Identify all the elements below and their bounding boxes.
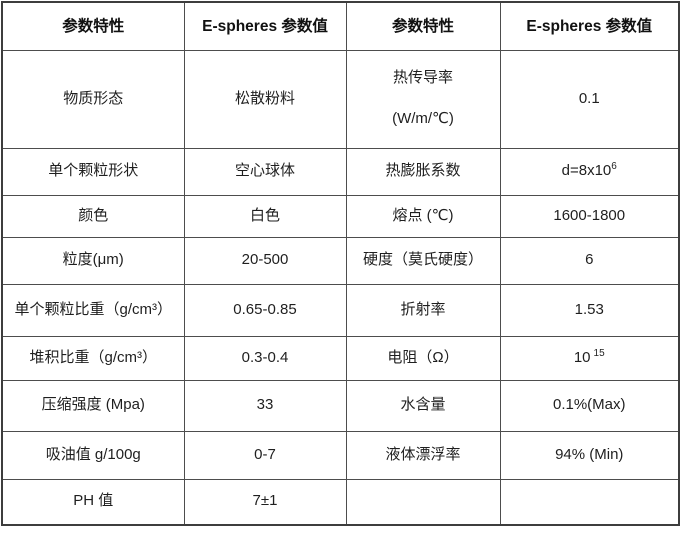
table-row: 单个颗粒比重（g/cm³） 0.65-0.85 折射率 1.53 bbox=[1, 283, 680, 337]
value-superscript: 15 bbox=[593, 347, 605, 359]
param-label-cell: 热膨胀系数 bbox=[345, 147, 501, 196]
header-row: 参数特性 E-spheres 参数值 参数特性 E-spheres 参数值 bbox=[1, 1, 680, 51]
header-cell-param-value-left: E-spheres 参数值 bbox=[183, 1, 347, 51]
parameters-table: 参数特性 E-spheres 参数值 参数特性 E-spheres 参数值 物质… bbox=[1, 1, 680, 526]
param-label-cell: 压缩强度 (Mpa) bbox=[1, 379, 185, 432]
param-value-cell: 33 bbox=[183, 379, 347, 432]
param-value-cell: 0.1%(Max) bbox=[499, 379, 680, 432]
param-label-unit-line: (W/m/℃) bbox=[392, 110, 454, 127]
param-label-cell: 物质形态 bbox=[1, 49, 185, 149]
param-label-cell: 粒度(μm) bbox=[1, 236, 185, 285]
param-label-cell: 热传导率 (W/m/℃) bbox=[345, 49, 501, 149]
param-value-cell bbox=[499, 478, 680, 526]
param-label-cell: PH 值 bbox=[1, 478, 185, 526]
param-value-cell: 10 15 bbox=[499, 335, 680, 381]
param-value-cell: 1600-1800 bbox=[499, 194, 680, 238]
value-base: d=8x10 bbox=[561, 162, 612, 180]
table-row: 颜色 白色 熔点 (℃) 1600-1800 bbox=[1, 194, 680, 238]
param-value-cell: d=8x106 bbox=[499, 147, 680, 196]
param-value-cell: 0.1 bbox=[499, 49, 680, 149]
param-label-cell: 单个颗粒比重（g/cm³） bbox=[1, 283, 185, 337]
param-value-cell: 6 bbox=[499, 236, 680, 285]
param-label-cell: 硬度（莫氏硬度） bbox=[345, 236, 501, 285]
param-value-cell: 空心球体 bbox=[183, 147, 347, 196]
param-label-cell: 熔点 (℃) bbox=[345, 194, 501, 238]
param-label-cell: 堆积比重（g/cm³） bbox=[1, 335, 185, 381]
param-label-cell: 电阻（Ω） bbox=[345, 335, 501, 381]
param-value-cell: 白色 bbox=[183, 194, 347, 238]
param-value-cell: 松散粉料 bbox=[183, 49, 347, 149]
value-superscript: 6 bbox=[611, 161, 617, 173]
table-row: 吸油值 g/100g 0-7 液体漂浮率 94% (Min) bbox=[1, 430, 680, 480]
table-row: 单个颗粒形状 空心球体 热膨胀系数 d=8x106 bbox=[1, 147, 680, 196]
param-label-cell: 单个颗粒形状 bbox=[1, 147, 185, 196]
header-cell-param-name-right: 参数特性 bbox=[345, 1, 501, 51]
table-row: 压缩强度 (Mpa) 33 水含量 0.1%(Max) bbox=[1, 379, 680, 432]
param-label-cell: 液体漂浮率 bbox=[345, 430, 501, 480]
param-label-cell: 颜色 bbox=[1, 194, 185, 238]
param-value-cell: 20-500 bbox=[183, 236, 347, 285]
param-value-cell: 0.65-0.85 bbox=[183, 283, 347, 337]
value-base: 10 bbox=[573, 348, 591, 366]
param-label-cell: 吸油值 g/100g bbox=[1, 430, 185, 480]
param-label-cell: 水含量 bbox=[345, 379, 501, 432]
table-row: 堆积比重（g/cm³） 0.3-0.4 电阻（Ω） 10 15 bbox=[1, 335, 680, 381]
table-row: PH 值 7±1 bbox=[1, 478, 680, 526]
param-value-cell: 1.53 bbox=[499, 283, 680, 337]
table-row: 物质形态 松散粉料 热传导率 (W/m/℃) 0.1 bbox=[1, 49, 680, 149]
param-value-cell: 0-7 bbox=[183, 430, 347, 480]
param-label-cell bbox=[345, 478, 501, 526]
table-row: 粒度(μm) 20-500 硬度（莫氏硬度） 6 bbox=[1, 236, 680, 285]
header-cell-param-value-right: E-spheres 参数值 bbox=[499, 1, 680, 51]
param-label-line: 热传导率 bbox=[392, 69, 453, 87]
param-label-cell: 折射率 bbox=[345, 283, 501, 337]
param-value-cell: 7±1 bbox=[183, 478, 347, 526]
param-value-cell: 94% (Min) bbox=[499, 430, 680, 480]
header-cell-param-name-left: 参数特性 bbox=[1, 1, 185, 51]
param-value-cell: 0.3-0.4 bbox=[183, 335, 347, 381]
